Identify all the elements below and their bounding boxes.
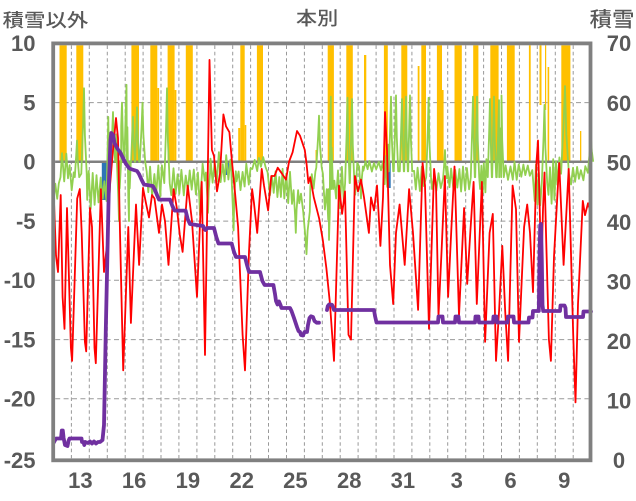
svg-text:-15: -15 <box>4 327 36 352</box>
svg-text:19: 19 <box>176 468 200 493</box>
svg-text:20: 20 <box>607 329 631 354</box>
svg-text:-25: -25 <box>4 448 36 473</box>
svg-text:10: 10 <box>11 31 35 56</box>
svg-text:6: 6 <box>504 468 516 493</box>
svg-text:60: 60 <box>607 91 631 116</box>
svg-text:25: 25 <box>283 468 307 493</box>
svg-text:0: 0 <box>23 150 35 175</box>
svg-text:50: 50 <box>607 150 631 175</box>
svg-text:31: 31 <box>391 468 415 493</box>
svg-text:16: 16 <box>122 468 146 493</box>
svg-text:30: 30 <box>607 269 631 294</box>
svg-text:-5: -5 <box>16 209 36 234</box>
svg-text:9: 9 <box>558 468 570 493</box>
svg-text:28: 28 <box>337 468 361 493</box>
svg-text:-20: -20 <box>4 387 36 412</box>
svg-text:3: 3 <box>451 468 463 493</box>
svg-text:40: 40 <box>607 210 631 235</box>
svg-text:-10: -10 <box>4 268 36 293</box>
svg-text:0: 0 <box>613 448 625 473</box>
svg-text:70: 70 <box>607 31 631 56</box>
svg-text:5: 5 <box>23 90 35 115</box>
svg-text:10: 10 <box>607 389 631 414</box>
svg-text:22: 22 <box>229 468 253 493</box>
svg-text:13: 13 <box>68 468 92 493</box>
